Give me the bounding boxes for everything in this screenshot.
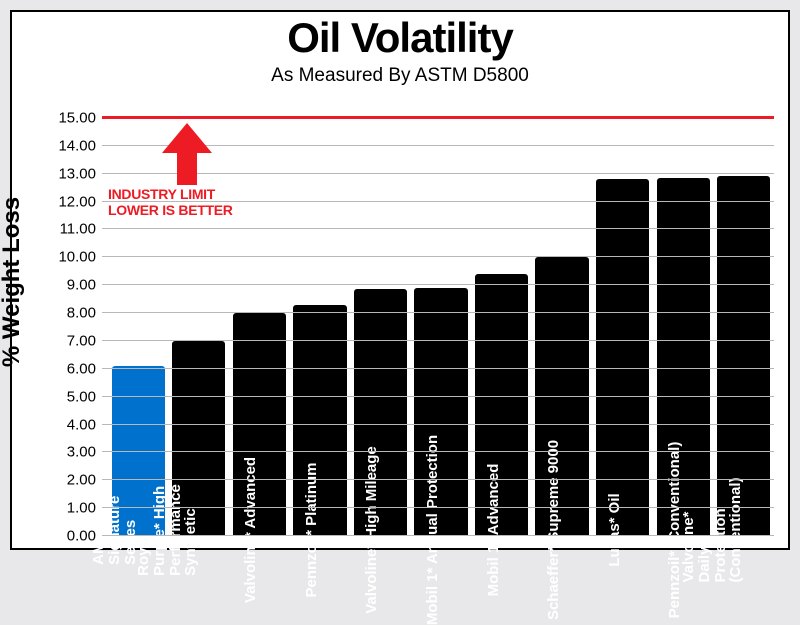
bar-label: Pennzoil* Platinum (303, 462, 320, 597)
plot-area: AMSOILSignature SeriesRoyal Purple* High… (102, 104, 774, 536)
limit-annotation-line2: LOWER IS BETTER (108, 203, 233, 218)
grid-line (102, 424, 774, 425)
bar: Valvoline* High Mileage (354, 289, 407, 536)
y-tick-label: 8.00 (67, 305, 102, 322)
industry-limit-line (102, 116, 774, 119)
bar-label: Valvoline* Daily Protection(Conventional… (681, 478, 744, 583)
grid-line (102, 256, 774, 257)
y-axis-title-text: % Weight Loss (0, 197, 26, 367)
y-tick-label: 13.00 (58, 165, 102, 182)
y-tick-label: 3.00 (67, 444, 102, 461)
bar-label: Schaeffer* Supreme 9000 (545, 440, 562, 620)
y-tick-label: 1.00 (67, 500, 102, 517)
grid-line (102, 312, 774, 313)
bar-label: Royal Purple* HighPerformanceSynthetic (136, 484, 199, 576)
y-tick-label: 6.00 (67, 360, 102, 377)
y-axis-title: % Weight Loss (2, 12, 22, 552)
bar: Lucas* Oil (596, 179, 649, 536)
bar: Valvoline* Daily Protection(Conventional… (717, 176, 770, 536)
bar: Mobil 1* Advanced (475, 274, 528, 536)
y-tick-label: 11.00 (60, 221, 102, 238)
chart-title: Oil Volatility (12, 14, 788, 62)
grid-line (102, 228, 774, 229)
limit-annotation-line1: INDUSTRY LIMIT (108, 187, 233, 202)
bar: Mobil 1* Annual Protection (414, 288, 467, 536)
chart-subtitle: As Measured By ASTM D5800 (12, 65, 788, 87)
grid-line (102, 396, 774, 397)
chart-frame: Oil Volatility As Measured By ASTM D5800… (10, 10, 790, 550)
y-tick-label: 9.00 (67, 277, 102, 294)
bar-label: Lucas* Oil (606, 493, 623, 566)
bar-label: Valvoline* High Mileage (363, 446, 380, 614)
y-tick-label: 15.00 (58, 109, 102, 126)
y-tick-label: 0.00 (67, 528, 102, 545)
grid-line (102, 451, 774, 452)
grid-line (102, 535, 774, 536)
grid-line (102, 479, 774, 480)
y-tick-label: 2.00 (67, 472, 102, 489)
grid-line (102, 368, 774, 369)
y-tick-label: 10.00 (58, 249, 102, 266)
y-tick-label: 12.00 (58, 193, 102, 210)
grid-line (102, 284, 774, 285)
limit-annotation: INDUSTRY LIMITLOWER IS BETTER (108, 187, 233, 218)
y-tick-label: 14.00 (58, 137, 102, 154)
bar-label: Mobil 1* Annual Protection (424, 435, 441, 625)
y-tick-label: 4.00 (67, 416, 102, 433)
limit-arrow-icon (162, 123, 212, 185)
y-tick-label: 7.00 (67, 332, 102, 349)
bar-label: Mobil 1* Advanced (485, 464, 502, 597)
grid-line (102, 507, 774, 508)
y-tick-label: 5.00 (67, 388, 102, 405)
grid-line (102, 340, 774, 341)
